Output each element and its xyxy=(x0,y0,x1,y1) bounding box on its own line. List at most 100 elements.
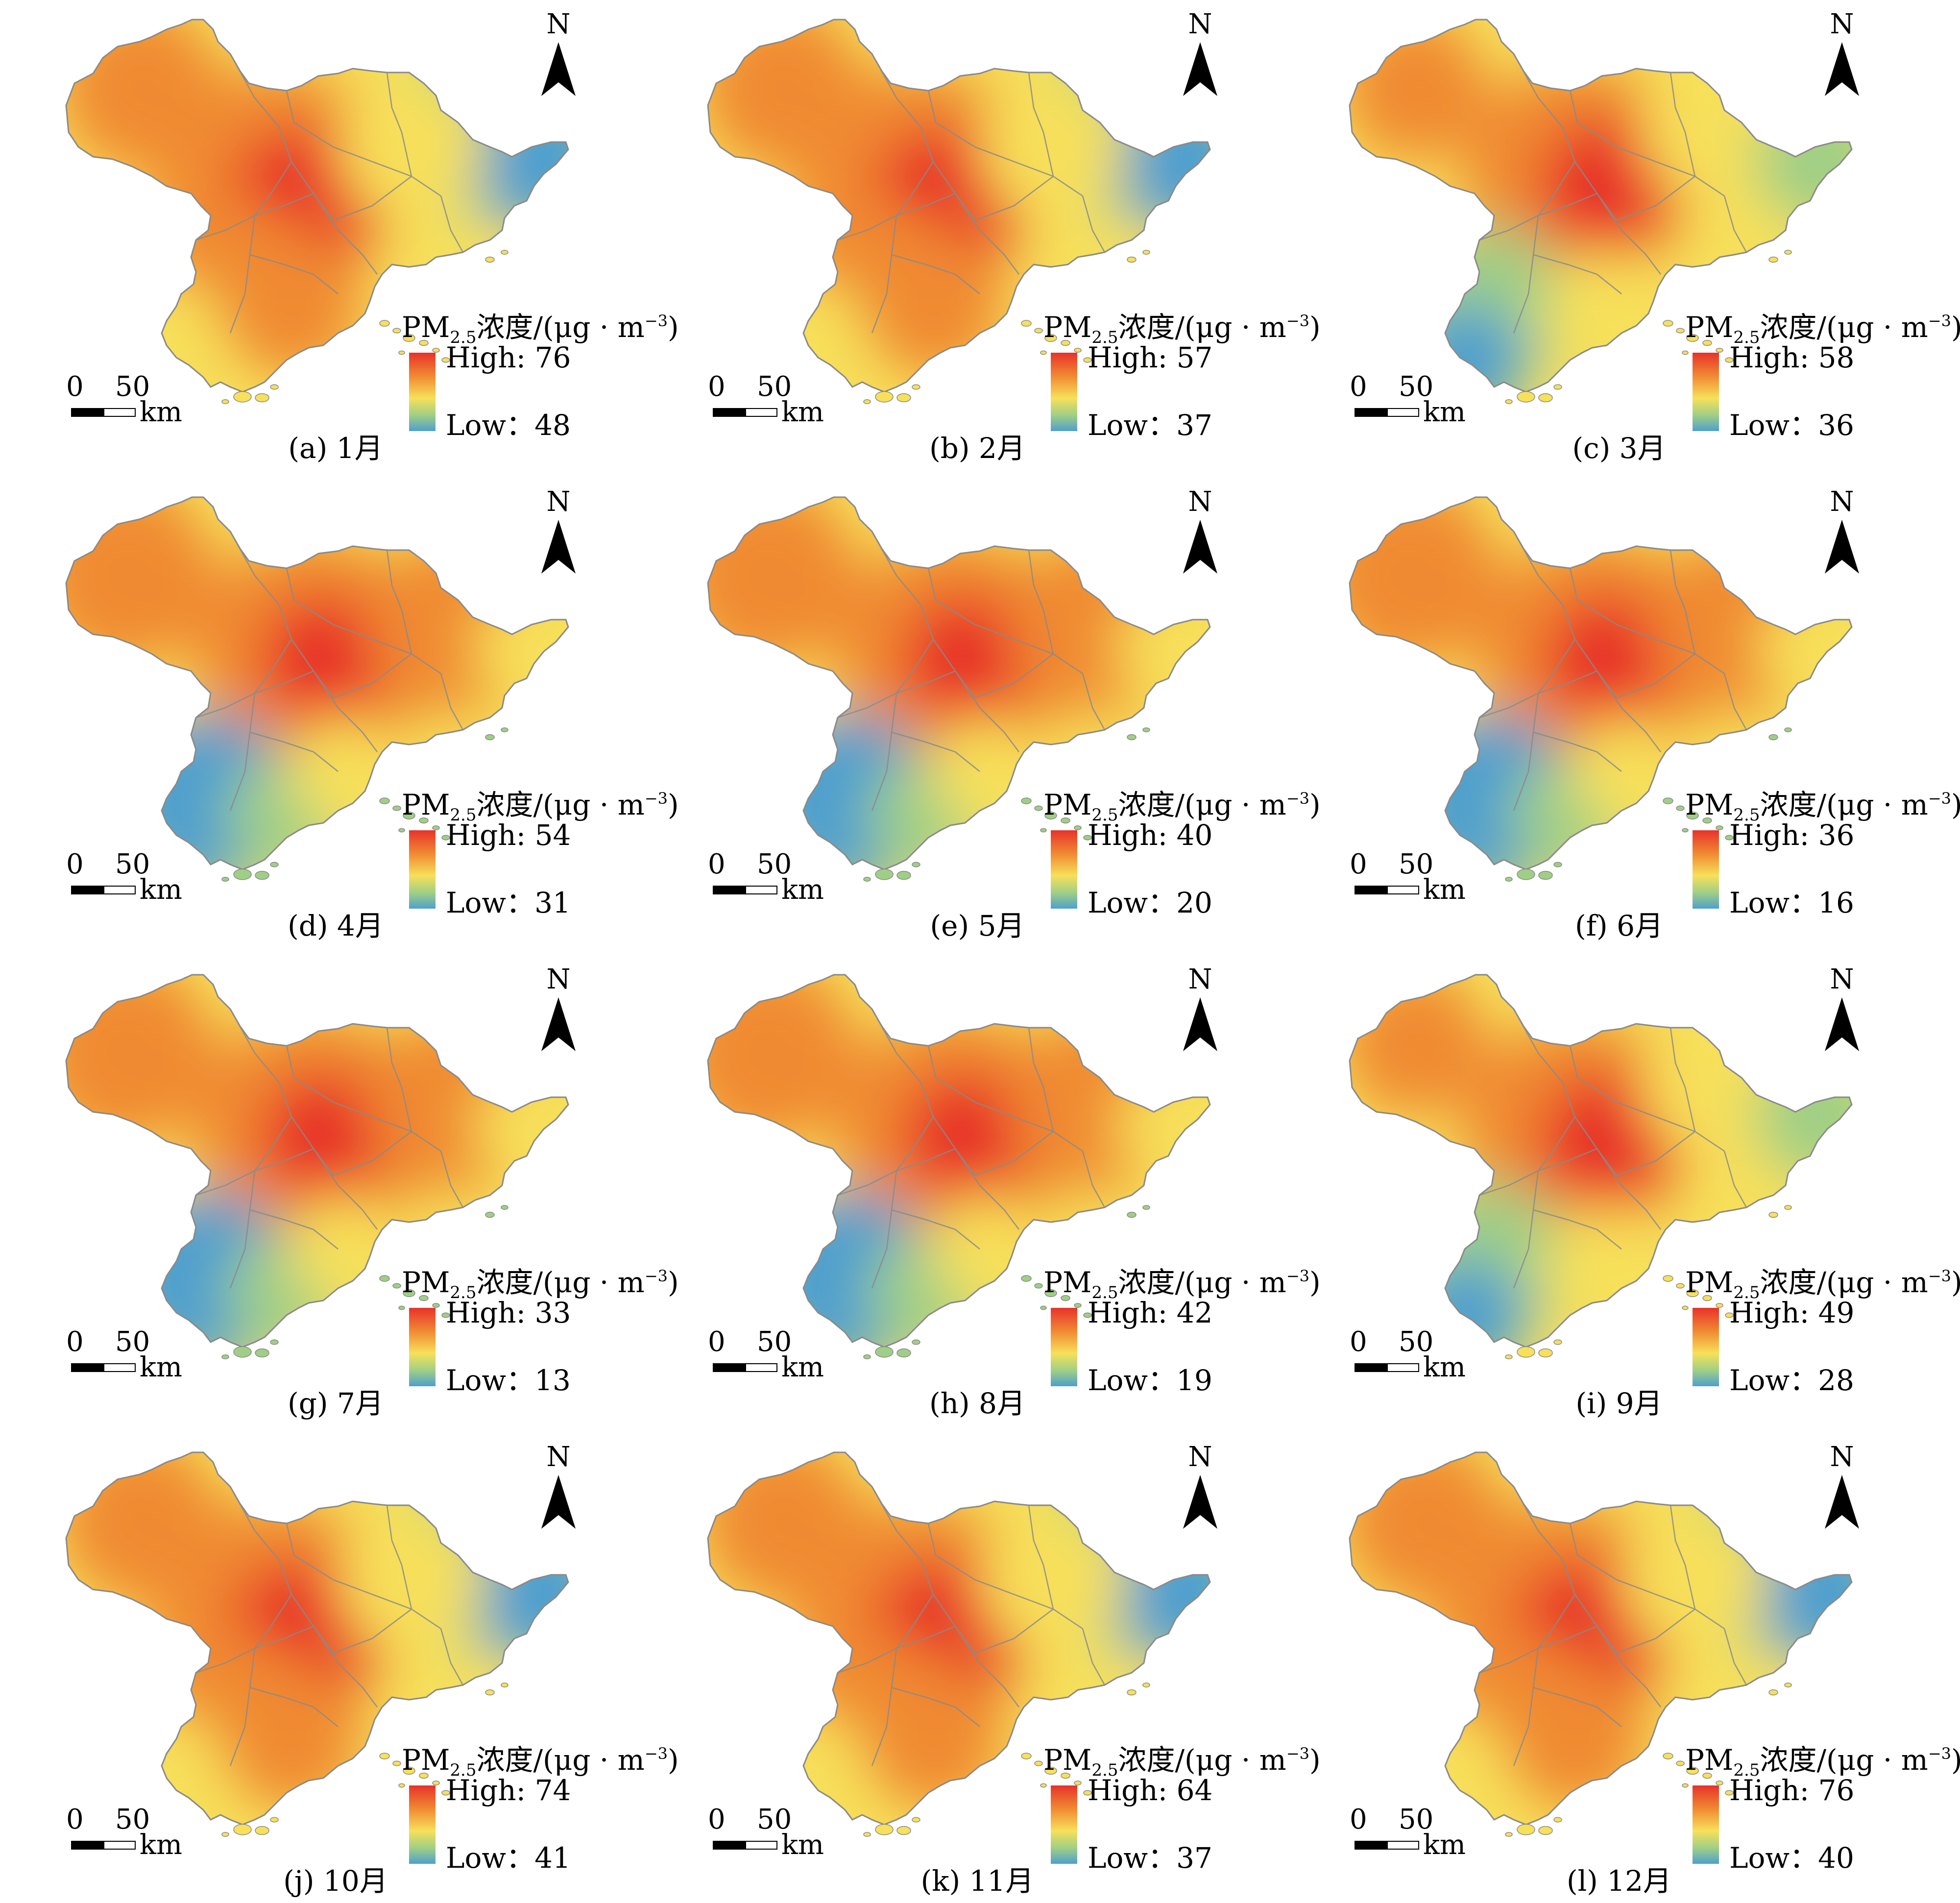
legend-high: High: 58 xyxy=(1729,341,1855,374)
map-panel-6: N PM2.5浓度/(μg · m−3) High: 36 Low：16 0 5… xyxy=(1303,478,1960,948)
legend-color-ramp xyxy=(1693,1308,1719,1386)
city-boundary xyxy=(1723,195,1747,253)
concentration-blob xyxy=(367,1009,554,1195)
concentration-map xyxy=(65,19,569,404)
panel-caption: (j) 10月 xyxy=(283,1864,388,1898)
map-panel-1: N PM2.5浓度/(μg · m−3) High: 76 Low：48 0 5… xyxy=(20,0,679,470)
north-arrow: N xyxy=(1820,10,1864,103)
island xyxy=(1083,1312,1092,1318)
city-boundary xyxy=(954,671,1019,752)
island xyxy=(1040,1783,1047,1788)
city-boundary xyxy=(871,1594,934,1766)
panel-caption: (c) 3月 xyxy=(1572,432,1666,465)
panel-caption: (e) 5月 xyxy=(930,909,1025,942)
north-arrow-icon xyxy=(1825,520,1859,574)
legend-color-ramp xyxy=(409,1785,436,1864)
north-label: N xyxy=(1188,1441,1212,1473)
north-arrow-icon xyxy=(1183,1475,1217,1529)
concentration-blob xyxy=(1543,250,1670,377)
island xyxy=(896,870,911,880)
island xyxy=(432,348,440,353)
island xyxy=(1686,1289,1699,1297)
city-boundary xyxy=(954,1626,1019,1708)
city-boundary xyxy=(1670,550,1696,654)
city-boundary xyxy=(1082,195,1106,253)
city-boundary xyxy=(229,161,292,334)
scale-unit-label: km xyxy=(781,1351,824,1383)
scale-zero-label: 0 xyxy=(1350,1326,1367,1358)
city-boundary xyxy=(954,1148,1019,1230)
island xyxy=(1142,727,1150,732)
city-boundary xyxy=(249,731,339,772)
city-boundary xyxy=(1616,1131,1695,1177)
north-arrow: N xyxy=(1178,1443,1222,1536)
city-boundary xyxy=(386,72,412,177)
concentration-blob xyxy=(735,512,823,600)
legend-color-ramp xyxy=(1693,830,1719,909)
city-boundary xyxy=(313,1626,378,1708)
island xyxy=(1538,870,1553,880)
island xyxy=(1716,1303,1723,1308)
island xyxy=(1074,348,1082,353)
legend-high: High: 57 xyxy=(1088,341,1213,374)
scale-unit-label: km xyxy=(781,396,824,428)
island xyxy=(221,1832,229,1837)
island xyxy=(1663,1275,1673,1282)
scale-bar: 0 50 km xyxy=(66,372,194,436)
island xyxy=(1784,727,1792,732)
city-boundary xyxy=(313,671,378,752)
island xyxy=(419,339,429,346)
island xyxy=(875,1346,894,1358)
island xyxy=(1044,1767,1057,1775)
legend-high: High: 40 xyxy=(1088,819,1213,852)
concentration-blob xyxy=(901,595,1029,723)
concentration-blob xyxy=(93,989,181,1078)
concentration-blob xyxy=(470,93,568,230)
scale-bar: 0 50 km xyxy=(1350,1805,1477,1869)
panel-caption: (b) 2月 xyxy=(929,432,1025,465)
legend-low: Low：16 xyxy=(1729,886,1854,919)
island xyxy=(1021,320,1032,327)
island xyxy=(912,1339,920,1345)
city-boundary xyxy=(229,639,292,811)
island xyxy=(379,1275,390,1282)
island xyxy=(233,868,252,880)
legend-low: Low：48 xyxy=(446,409,571,442)
island xyxy=(403,1289,415,1297)
scale-unit-label: km xyxy=(140,1829,183,1861)
legend-low: Low：28 xyxy=(1729,1364,1854,1397)
scale-bar-graphic xyxy=(713,1363,777,1372)
island xyxy=(432,1781,440,1785)
north-label: N xyxy=(1188,8,1212,40)
island xyxy=(392,805,401,811)
north-label: N xyxy=(1830,486,1854,518)
island xyxy=(1553,384,1562,390)
island xyxy=(1127,256,1137,263)
concentration-map xyxy=(1349,19,1853,404)
city-boundary xyxy=(229,1116,292,1289)
island xyxy=(1716,825,1723,830)
city-boundary xyxy=(286,1045,441,1152)
north-label: N xyxy=(1830,1441,1854,1473)
island xyxy=(419,1772,429,1779)
concentration-blob xyxy=(1754,1526,1852,1663)
concentration-blob xyxy=(289,1195,397,1303)
island xyxy=(1702,817,1712,824)
concentration-blob xyxy=(1538,118,1675,255)
island xyxy=(1074,1303,1082,1308)
north-arrow: N xyxy=(1820,1443,1864,1536)
island xyxy=(1784,1205,1792,1210)
north-label: N xyxy=(1830,964,1854,995)
city-boundary xyxy=(1616,1609,1695,1654)
scale-fifty-label: 50 xyxy=(115,1326,150,1358)
island xyxy=(1553,1817,1562,1823)
concentration-blob xyxy=(1377,512,1465,600)
concentration-blob xyxy=(260,1073,387,1200)
concentration-blob xyxy=(367,531,554,718)
island xyxy=(1083,357,1092,363)
north-arrow-icon xyxy=(1825,1475,1859,1529)
island xyxy=(1682,1783,1689,1788)
island xyxy=(441,1312,450,1318)
city-boundary xyxy=(249,1686,339,1727)
